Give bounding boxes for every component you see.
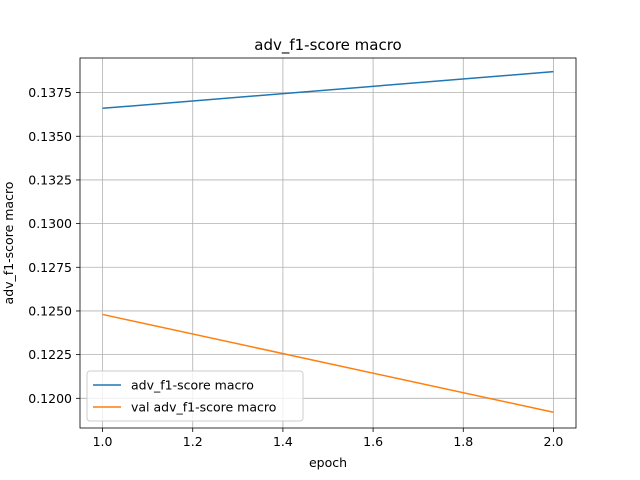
chart-title: adv_f1-score macro bbox=[254, 36, 401, 55]
y-tick-label: 0.1200 bbox=[28, 391, 72, 406]
legend-frame bbox=[86, 370, 304, 422]
legend-label-train: adv_f1-score macro bbox=[131, 378, 254, 393]
plot-frame bbox=[79, 57, 577, 429]
y-tick-label: 0.1325 bbox=[28, 172, 72, 187]
axis-ticks: 1.0 1.2 1.4 1.6 1.8 2.0 0.1200 0.1225 0.1250 0.12… bbox=[28, 85, 563, 449]
y-tick-label: 0.1250 bbox=[28, 303, 72, 318]
y-tick-label: 0.1275 bbox=[28, 260, 72, 275]
x-tick-label: 1.0 bbox=[93, 434, 113, 449]
x-tick-label: 1.4 bbox=[273, 434, 293, 449]
y-tick-label: 0.1225 bbox=[28, 347, 72, 362]
legend-label-val: val adv_f1-score macro bbox=[131, 400, 276, 415]
y-tick-label: 0.1350 bbox=[28, 129, 72, 144]
x-tick-label: 2.0 bbox=[544, 434, 564, 449]
series-lines bbox=[102, 70, 554, 414]
x-tick-label: 1.8 bbox=[453, 434, 473, 449]
series-line-val bbox=[102, 313, 554, 414]
y-axis-label: adv_f1-score macro bbox=[1, 182, 16, 305]
x-tick-label: 1.6 bbox=[363, 434, 383, 449]
y-tick-label: 0.1375 bbox=[28, 85, 72, 100]
y-tick-label: 0.1300 bbox=[28, 216, 72, 231]
plot-area bbox=[80, 58, 576, 428]
x-axis-label: epoch bbox=[309, 455, 347, 470]
legend: adv_f1-score macro val adv_f1-score macr… bbox=[86, 370, 304, 422]
series-line-train bbox=[102, 70, 554, 110]
x-tick-label: 1.2 bbox=[183, 434, 203, 449]
grid-lines bbox=[80, 58, 576, 428]
